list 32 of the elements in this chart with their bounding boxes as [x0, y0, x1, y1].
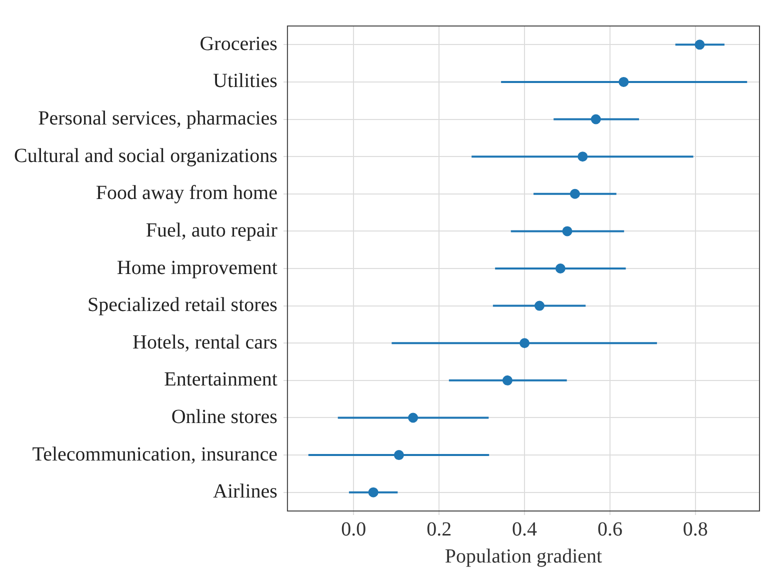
point	[534, 300, 544, 311]
y-tick-label: Personal services, pharmacies	[38, 108, 278, 130]
y-tick-label: Airlines	[213, 480, 278, 503]
x-tick-label: 0.0	[341, 518, 366, 540]
x-tick-label: 0.2	[426, 518, 452, 540]
y-tick-label: Specialized retail stores	[88, 294, 278, 316]
point	[578, 152, 588, 162]
y-tick-label: Hotels, rental cars	[132, 331, 278, 354]
y-tick-label: Online stores	[171, 406, 278, 428]
point	[570, 188, 580, 199]
y-tick-label: Groceries	[200, 32, 278, 55]
point	[520, 338, 530, 348]
y-tick-label: Telecommunication, insurance	[32, 443, 278, 466]
y-tick-label: Entertainment	[164, 368, 278, 391]
x-axis-title: Population gradient	[444, 545, 603, 568]
point	[368, 487, 378, 498]
point	[394, 450, 404, 460]
x-tick-label: 0.4	[512, 518, 538, 540]
y-tick-label: Utilities	[213, 70, 278, 92]
y-tick-label: Cultural and social organizations	[14, 144, 278, 167]
point	[408, 412, 418, 423]
y-tick-label: Fuel, auto repair	[146, 219, 278, 242]
point	[694, 40, 705, 50]
point	[555, 264, 566, 274]
point	[618, 76, 629, 87]
point	[502, 375, 512, 386]
x-tick-label: 0.8	[682, 518, 708, 540]
point	[562, 226, 572, 236]
y-tick-label: Food away from home	[96, 182, 278, 204]
x-tick-label: 0.6	[597, 518, 622, 540]
point	[590, 114, 601, 124]
y-tick-label: Home improvement	[116, 256, 278, 279]
